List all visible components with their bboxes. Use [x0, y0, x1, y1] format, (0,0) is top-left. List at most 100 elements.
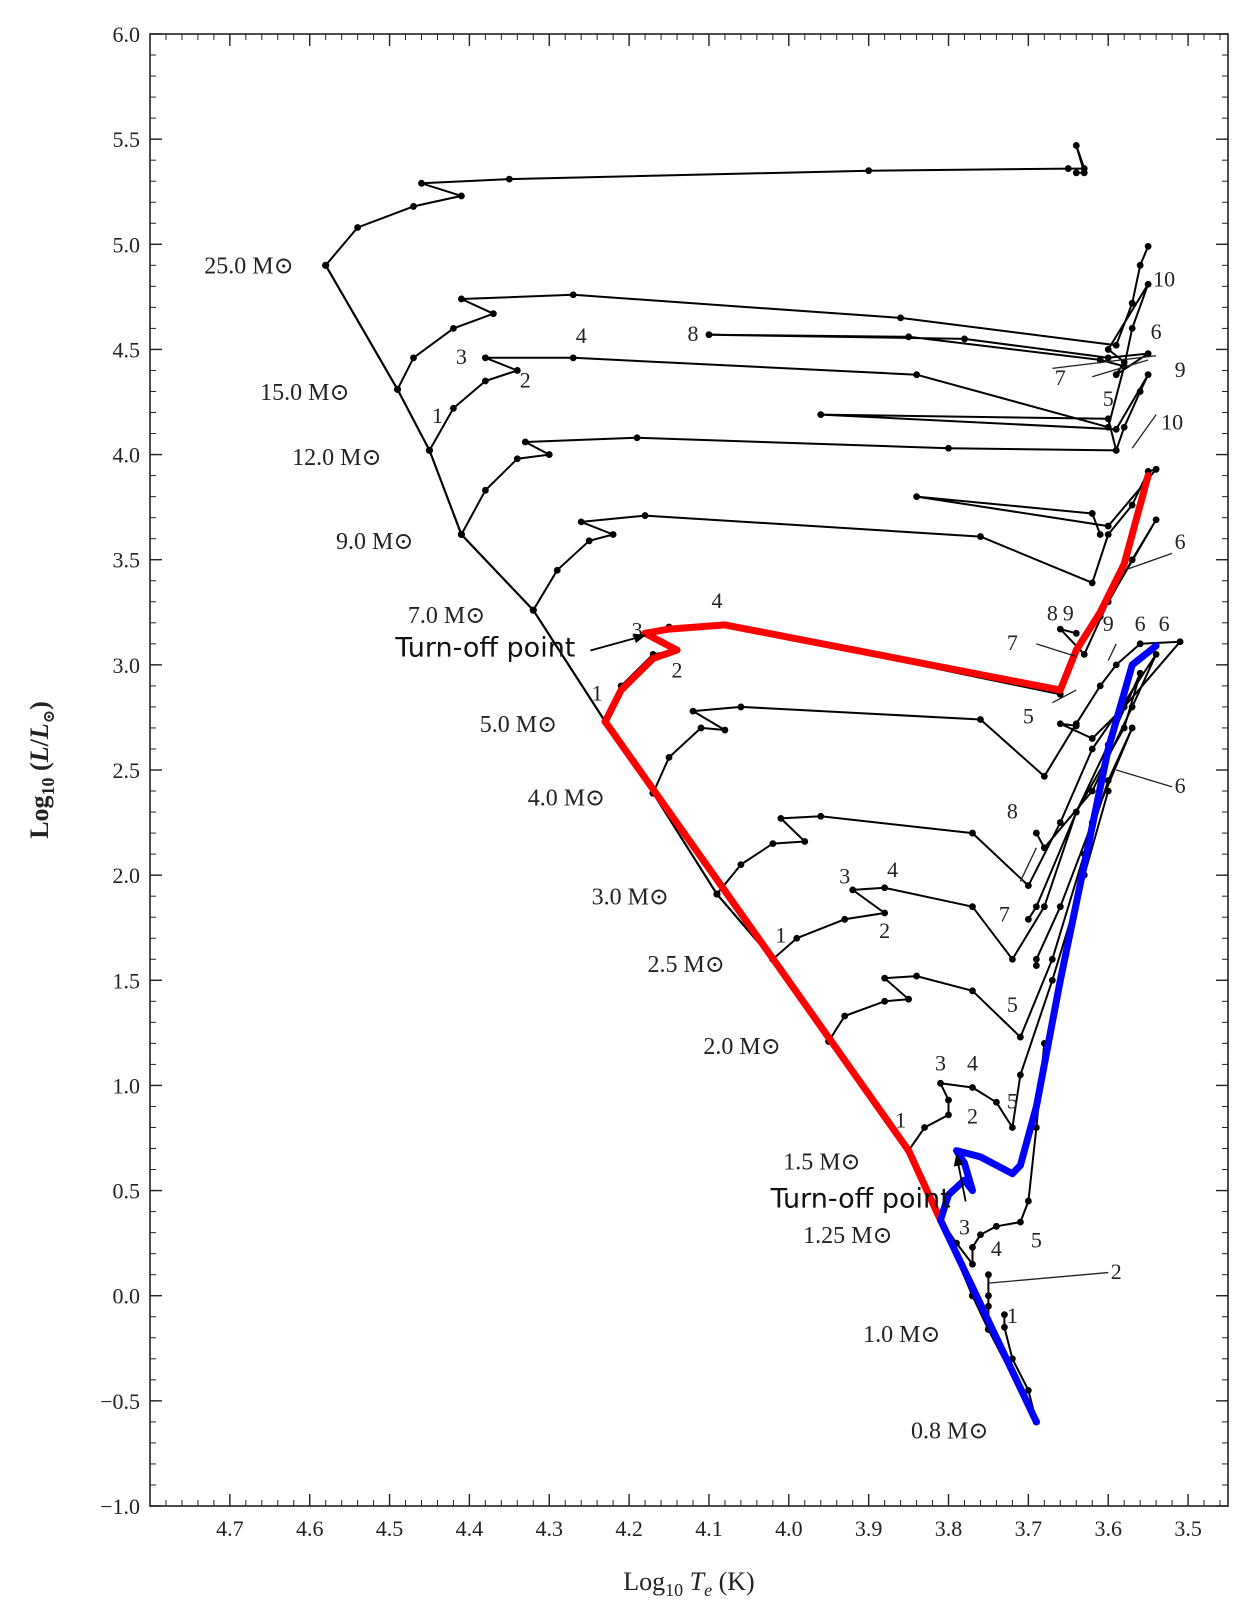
stage-label: 3 [935, 1051, 946, 1076]
x-tick-label: 3.8 [935, 1516, 963, 1541]
mass-label: 1.0 M⊙ [863, 1322, 940, 1348]
track-point [969, 1243, 976, 1251]
track-point [665, 753, 673, 761]
track-point [905, 995, 912, 1003]
track-point [513, 367, 521, 374]
y-tick-label: −0.5 [100, 1389, 140, 1414]
mass-label: 1.25 M⊙ [803, 1223, 892, 1249]
evolution-track [716, 653, 1158, 895]
track-point [1128, 724, 1136, 732]
track-point [1080, 650, 1088, 658]
stage-label: 3 [959, 1215, 970, 1240]
track-point [1104, 787, 1112, 795]
track-point [977, 716, 984, 723]
track-point [1088, 510, 1096, 517]
track-point [1152, 650, 1160, 658]
stage-label: 6 [1175, 773, 1186, 798]
track-point [1152, 465, 1160, 473]
track-point [961, 335, 968, 343]
track-point [450, 325, 457, 332]
y-tick-label: 5.5 [113, 127, 141, 152]
stage-label: 4 [711, 588, 722, 613]
track-point [1096, 531, 1104, 538]
y-tick-label: 2.5 [113, 758, 141, 783]
track-point [1136, 640, 1144, 648]
track-point [897, 314, 905, 322]
stage-label: 9 [1103, 611, 1114, 636]
stage-label: 9 [1063, 601, 1074, 626]
track-point [977, 533, 984, 540]
stage-label: 3 [632, 618, 643, 643]
track-point [1056, 903, 1064, 911]
x-tick-label: 4.1 [695, 1516, 723, 1541]
stage-label: 7 [1055, 365, 1066, 390]
stage-label: 1 [592, 681, 603, 706]
blue-highlight-track [937, 642, 1160, 1426]
evolution-track [532, 468, 1158, 611]
track-point [450, 404, 457, 412]
track-point [1104, 777, 1112, 784]
track-point [1001, 1311, 1008, 1319]
track-point [1088, 745, 1096, 753]
track-point [969, 1084, 976, 1091]
track-point [985, 1271, 992, 1279]
track-point [881, 997, 889, 1005]
leader-line [1092, 359, 1149, 378]
track-point [410, 354, 417, 362]
evolution-track [939, 1043, 1046, 1266]
leader-line [1123, 552, 1173, 571]
stage-label: 3 [839, 864, 850, 889]
track-point [1024, 1197, 1032, 1205]
track-point [1096, 682, 1104, 690]
track-point [1112, 661, 1120, 669]
track-point [993, 1098, 1000, 1106]
track-point [481, 377, 489, 385]
stage-label: 6 [1159, 611, 1170, 636]
track-point [1112, 446, 1120, 454]
stage-label: 2 [879, 918, 890, 943]
track-point [489, 310, 497, 318]
red-highlight-track [905, 1147, 944, 1224]
track-point [1032, 955, 1040, 963]
y-tick-label: 4.0 [113, 443, 141, 468]
y-tick-label: 0.0 [113, 1284, 141, 1309]
axis-titles: Log10 Te (K) Log10 (L/L⊙) [25, 701, 755, 1600]
track-point [585, 537, 593, 545]
track-point [1009, 1124, 1016, 1131]
track-point [505, 175, 513, 183]
leader-line [1131, 414, 1157, 449]
track-point [1136, 388, 1144, 395]
track-point [1136, 669, 1144, 677]
track-point [1128, 299, 1136, 307]
x-tick-label: 4.2 [615, 1516, 643, 1541]
track-point [394, 385, 401, 393]
track-point [1032, 903, 1040, 911]
track-point [1104, 531, 1112, 538]
y-tick-label: 3.5 [113, 548, 141, 573]
x-tick-label: 4.4 [456, 1516, 484, 1541]
leader-line [1052, 689, 1077, 704]
mass-label: 1.5 M⊙ [783, 1150, 860, 1176]
turn-off-annotations: Turn-off point Turn-off point [394, 632, 967, 1214]
evolution-track [460, 373, 1150, 535]
evolution-tracks [322, 142, 1184, 1426]
leader-line [1036, 643, 1077, 658]
stage-label: 7 [999, 901, 1010, 926]
track-point [426, 446, 433, 454]
stage-label: 1 [432, 403, 443, 428]
track-point [713, 890, 721, 898]
track-point [513, 455, 521, 463]
track-point [569, 291, 577, 299]
x-tick-label: 4.3 [536, 1516, 564, 1541]
x-tick-label: 4.6 [296, 1516, 324, 1541]
stage-label: 3 [456, 344, 467, 369]
track-point [945, 1111, 952, 1119]
track-point [1056, 625, 1064, 633]
stage-label: 10 [1161, 409, 1183, 434]
track-point [841, 1012, 849, 1020]
stage-label: 4 [887, 857, 898, 882]
track-point [1104, 354, 1112, 362]
track-point [633, 434, 641, 442]
track-labels: 25.0 M⊙15.0 M⊙12.0 M⊙9.0 M⊙7.0 M⊙5.0 M⊙4… [204, 254, 1185, 1445]
